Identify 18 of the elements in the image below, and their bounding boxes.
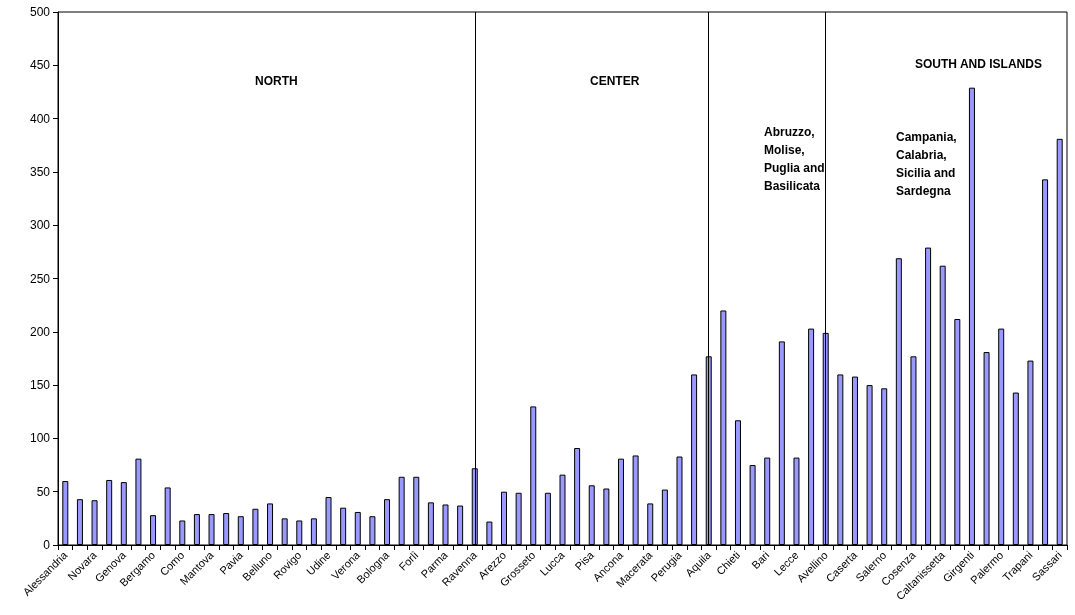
annotation: NORTH <box>255 74 298 88</box>
y-tick-label: 400 <box>29 111 51 126</box>
x-tick-label: Pisa <box>572 548 597 573</box>
y-tick-label: 300 <box>29 218 51 233</box>
annotation: Abruzzo, Molise, Puglia and Basilicata <box>764 125 825 193</box>
y-tick-label: 250 <box>29 271 51 286</box>
y-tick-label: 500 <box>29 5 51 19</box>
y-tick-label: 450 <box>29 58 51 73</box>
y-tick-label: 50 <box>36 484 51 499</box>
y-tick-label: 100 <box>29 431 51 446</box>
annotation: SOUTH AND ISLANDS <box>915 57 1042 71</box>
annotation: Campania, Calabria, Sicilia and Sardegna <box>896 130 957 198</box>
annotation: CENTER <box>590 74 640 88</box>
y-tick-label: 200 <box>29 324 51 339</box>
y-tick-label: 150 <box>29 378 51 393</box>
x-tick-label: Bari <box>749 548 772 572</box>
y-tick-label: 350 <box>29 164 51 179</box>
y-tick-label: 0 <box>43 538 51 552</box>
